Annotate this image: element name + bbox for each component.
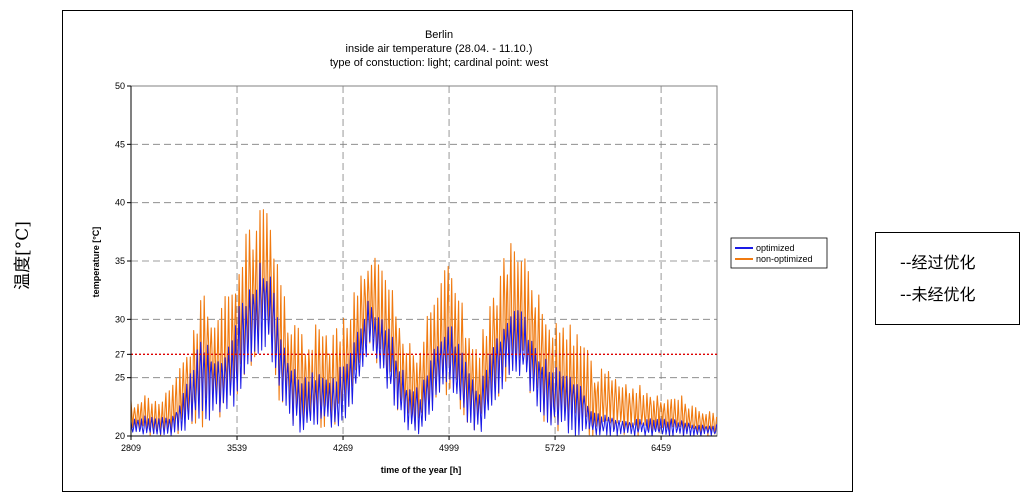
titles: Berlin inside air temperature (28.04. - … — [91, 29, 548, 475]
x-tick-label: 4999 — [439, 443, 459, 453]
y-tick-label: 35 — [115, 256, 125, 266]
x-tick-label: 6459 — [651, 443, 671, 453]
y-tick-label: 50 — [115, 81, 125, 91]
note-optimized: --经过优化 — [900, 253, 976, 272]
chart-subtitle: inside air temperature (28.04. - 11.10.) — [346, 43, 533, 55]
axes: 20 25 27 30 35 40 45 50 2809 3539 4269 4999 5729 6459 — [115, 81, 717, 453]
note-non-optimized: --未经优化 — [900, 285, 976, 304]
y-tick-label: 25 — [115, 373, 125, 383]
y-tick-label: 40 — [115, 198, 125, 208]
x-tick-label: 5729 — [545, 443, 565, 453]
x-tick-label: 2809 — [121, 443, 141, 453]
chart-subtitle-2: type of constuction: light; cardinal poi… — [330, 57, 548, 69]
series-line-optimized — [130, 262, 718, 437]
y-tick-label: 27 — [115, 349, 125, 359]
chart-svg: 20 25 27 30 35 40 45 50 2809 3539 4269 4999 5729 6459… — [91, 29, 828, 475]
y-axis-label-chinese-text: 温度[°C] — [12, 220, 33, 290]
legend-box — [730, 237, 828, 269]
x-tick-label: 3539 — [227, 443, 247, 453]
legend-note-box: --经过优化 --未经优化 — [875, 232, 1020, 325]
series-layer — [130, 209, 718, 437]
x-axis-label: time of the year [h] — [381, 465, 462, 475]
series-line-non-optimized — [130, 209, 718, 437]
x-tick-label: 4269 — [333, 443, 353, 453]
y-tick-label: 45 — [115, 139, 125, 149]
y-tick-label: 20 — [115, 431, 125, 441]
y-tick-label: 30 — [115, 314, 125, 324]
y-axis-label-chinese: 温度[°C] — [2, 200, 38, 310]
chart-frame: 20 25 27 30 35 40 45 50 2809 3539 4269 4999 5729 6459… — [62, 10, 853, 492]
legend-label-non-optimized: non-optimized — [756, 254, 813, 264]
chart-title: Berlin — [425, 29, 453, 41]
legend-label-optimized: optimized — [756, 243, 795, 253]
y-axis-label: temperature [°C] — [91, 227, 101, 298]
